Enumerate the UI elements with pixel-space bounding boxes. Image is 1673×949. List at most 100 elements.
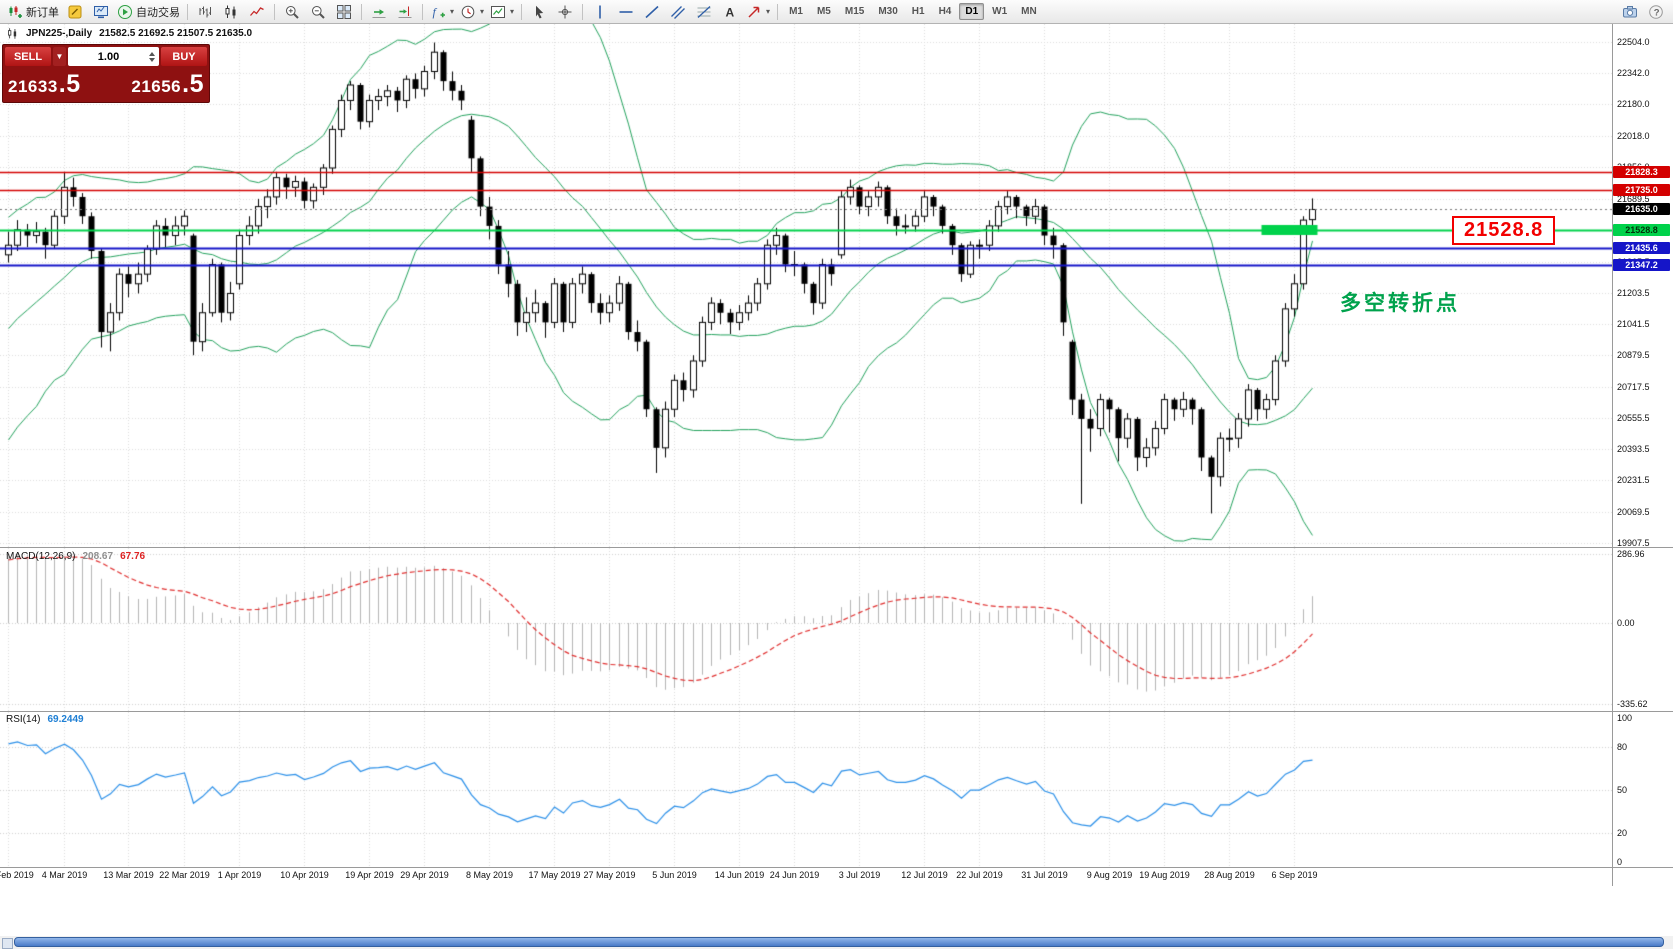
y-axis-tick: 20879.5 (1617, 350, 1650, 361)
pane-separator[interactable] (0, 547, 1673, 548)
chart-shift-button[interactable] (392, 1, 418, 23)
scrollbar-left-cap[interactable] (2, 938, 13, 949)
arrow-objects-button[interactable]: ▾ (743, 1, 773, 23)
periods-button[interactable]: ▾ (457, 1, 487, 23)
time-axis-label: 27 May 2019 (583, 870, 636, 880)
time-axis-label: 8 May 2019 (465, 870, 514, 880)
macd-signal-value: 67.76 (120, 551, 146, 562)
sell-button[interactable]: SELL (5, 47, 51, 66)
dropdown-arrow-icon: ▾ (766, 7, 771, 16)
screenshot-button[interactable] (1617, 1, 1643, 23)
timeframe-button-h1[interactable]: H1 (911, 6, 925, 17)
volume-value: 1.00 (97, 50, 120, 63)
time-axis-label: 24 Jun 2019 (769, 870, 820, 880)
rsi-panel-canvas[interactable] (0, 712, 1613, 868)
new-order-icon (7, 4, 23, 20)
timeframe-button-m30[interactable]: M30 (878, 6, 898, 17)
trade-panel-controls: SELL ▼ 1.00 BUY (5, 47, 207, 66)
svg-text:f: f (433, 5, 438, 19)
cursor-button[interactable] (526, 1, 552, 23)
hline-price-tag[interactable]: 21435.6 (1613, 241, 1670, 254)
price-callout-label[interactable]: 21528.8 (1452, 216, 1556, 245)
timeframe-button-m1[interactable]: M1 (789, 6, 803, 17)
bar-chart-button[interactable] (192, 1, 218, 23)
time-axis-label: 22 Mar 2019 (159, 870, 210, 880)
macd-indicator-label: MACD(12,26,9) 208.67 67.76 (6, 551, 145, 562)
rsi-name: RSI(14) (6, 714, 41, 725)
vertical-line-button[interactable] (587, 1, 613, 23)
zoom-in-button[interactable] (279, 1, 305, 23)
y-axis-tick: 21203.5 (1617, 287, 1650, 298)
time-axis-label: 29 Apr 2019 (400, 870, 449, 880)
chart-ohlc-readout: 21582.5 21692.5 21507.5 21635.0 (99, 28, 253, 39)
new-order-button[interactable]: 新订单 (4, 1, 62, 23)
hline-price-tag[interactable]: 21528.8 (1613, 223, 1670, 236)
y-axis-tick: 20231.5 (1617, 475, 1650, 486)
horizontal-line-button[interactable] (613, 1, 639, 23)
macd-main-value: 208.67 (82, 551, 114, 562)
templates-button[interactable]: ▾ (487, 1, 517, 23)
crosshair-button[interactable] (552, 1, 578, 23)
price-axis-separator (1612, 24, 1613, 886)
auto-scroll-button[interactable] (366, 1, 392, 23)
macd-axis-tick: 286.96 (1617, 548, 1645, 559)
zoom-out-button[interactable] (305, 1, 331, 23)
y-axis-tick: 20069.5 (1617, 506, 1650, 517)
timeframe-button-m15[interactable]: M15 (844, 6, 865, 17)
scrollbar-thumb[interactable] (14, 937, 1664, 947)
toolbar-separator (422, 3, 423, 20)
hline-price-tag[interactable]: 21347.2 (1613, 259, 1670, 272)
rsi-axis-tick: 100 (1617, 713, 1633, 723)
candlestick-chart-button[interactable] (218, 1, 244, 23)
buy-price-main: 21656 (131, 77, 182, 96)
terminal-button[interactable] (88, 1, 114, 23)
timeframe-button-w1[interactable]: W1 (992, 6, 1008, 17)
main-chart-canvas[interactable] (0, 24, 1613, 548)
hline-price-tag[interactable]: 21735.0 (1613, 184, 1670, 197)
text-button[interactable]: A (717, 1, 743, 23)
timeframe-button-h4[interactable]: H4 (938, 6, 952, 17)
buy-button[interactable]: BUY (161, 47, 207, 66)
camera-icon (1622, 4, 1638, 20)
chartshift-icon (397, 4, 413, 20)
increment-icon (149, 51, 155, 56)
chart-annotation-text[interactable]: 多空转折点 (1340, 292, 1460, 315)
volume-dropdown-button[interactable]: ▼ (53, 47, 66, 66)
time-axis-label: 9 Aug 2019 (1086, 870, 1133, 880)
toolbar-separator (274, 3, 275, 20)
volume-field[interactable]: 1.00 (68, 47, 159, 66)
time-axis-label: 4 Mar 2019 (41, 870, 88, 880)
toolbar-separator (361, 3, 362, 20)
metaeditor-button[interactable] (62, 1, 88, 23)
indicators-button[interactable]: f ▾ (427, 1, 457, 23)
chart-header: JPN225-,Daily 21582.5 21692.5 21507.5 21… (6, 27, 252, 40)
question-icon: ? (1648, 4, 1664, 20)
hline-price-tag[interactable]: 21828.3 (1613, 166, 1670, 179)
fibonacci-button[interactable] (691, 1, 717, 23)
rsi-axis-tick: 20 (1617, 828, 1628, 839)
indicators-icon: f (430, 4, 446, 20)
tile-windows-button[interactable] (331, 1, 357, 23)
sell-price: 21633 .5 (8, 70, 81, 99)
autotrading-button[interactable]: 自动交易 (114, 1, 183, 23)
pane-separator[interactable] (0, 711, 1673, 712)
help-button[interactable]: ? (1643, 1, 1669, 23)
one-click-trading-panel: SELL ▼ 1.00 BUY 21633 .5 21656 .5 (2, 44, 210, 103)
timeframe-button-m5[interactable]: M5 (816, 6, 831, 17)
dropdown-arrow-icon: ▾ (480, 7, 485, 16)
chevron-down-icon: ▼ (55, 52, 64, 61)
trendline-button[interactable] (639, 1, 665, 23)
volume-stepper[interactable] (147, 51, 157, 62)
timeframe-button-d1[interactable]: D1 (959, 3, 985, 20)
macd-panel-canvas[interactable] (0, 548, 1613, 712)
decrement-icon (149, 57, 155, 62)
channel-button[interactable] (665, 1, 691, 23)
toolbar-separator (521, 3, 523, 20)
svg-text:?: ? (1654, 7, 1660, 18)
time-axis-label: 22 Jul 2019 (956, 870, 1003, 880)
clock-icon (460, 4, 476, 20)
y-axis-tick: 22180.0 (1617, 99, 1650, 110)
line-chart-button[interactable] (244, 1, 270, 23)
timeframe-button-mn[interactable]: MN (1021, 6, 1037, 17)
